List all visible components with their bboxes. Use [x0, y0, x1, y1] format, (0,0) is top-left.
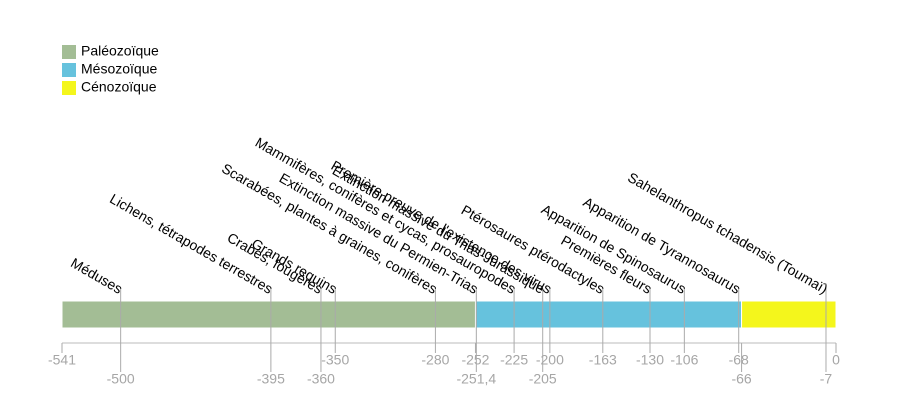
x-tick-label: -7 — [820, 371, 833, 387]
x-tick-label: -280 — [421, 352, 449, 368]
legend-swatch — [62, 63, 76, 77]
x-tick-label: 0 — [832, 352, 840, 368]
era-bar — [741, 300, 837, 329]
x-tick-label: -200 — [536, 352, 564, 368]
x-tick-label: -106 — [670, 352, 698, 368]
x-tick-label: -225 — [500, 352, 528, 368]
x-tick-label: -130 — [636, 352, 664, 368]
x-tick-label: -360 — [307, 371, 335, 387]
x-tick-label: -350 — [321, 352, 349, 368]
legend-swatch — [62, 81, 76, 95]
x-tick-label: -395 — [257, 371, 285, 387]
x-tick-label: -163 — [589, 352, 617, 368]
era-bar — [61, 300, 476, 329]
era-bar — [474, 300, 743, 329]
x-tick-label: -251,4 — [456, 371, 496, 387]
x-tick-label: -252 — [461, 352, 489, 368]
event-label: Méduses — [68, 255, 125, 297]
legend-swatch — [62, 45, 76, 59]
x-tick-label: -68 — [729, 352, 749, 368]
x-tick-label: -66 — [731, 371, 751, 387]
legend-label: Cénozoïque — [81, 79, 157, 95]
legend-label: Mésozoïque — [81, 61, 157, 77]
x-tick-label: -500 — [107, 371, 135, 387]
x-tick-label: -205 — [529, 371, 557, 387]
x-tick-label: -541 — [48, 352, 76, 368]
legend-label: Paléozoïque — [81, 43, 159, 59]
